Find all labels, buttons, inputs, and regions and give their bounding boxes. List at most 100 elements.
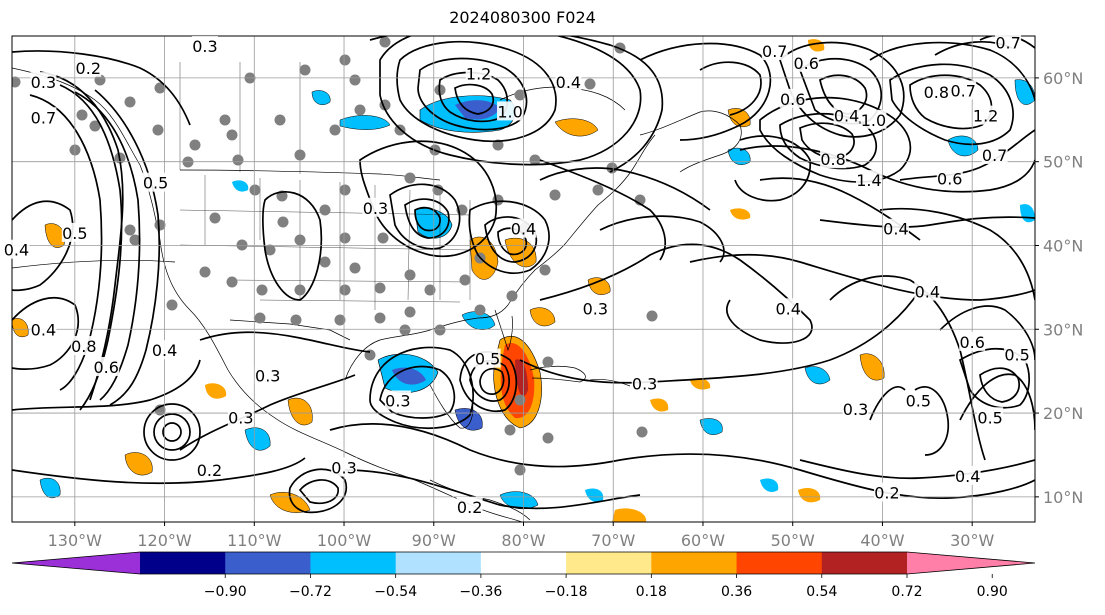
contour-label: 0.4 (30, 319, 57, 339)
contour-label-bg (842, 398, 869, 418)
contour-label-bg (555, 72, 582, 92)
colorbar-tick-label: −0.18 (545, 584, 588, 600)
longitude-tick-labels: 130°W 120°W 110°W 100°W 90°W 80°W 70°W 60°W 50°W… (48, 522, 994, 550)
contour-label: 0.5 (142, 172, 169, 193)
contour-label: 0.5 (1004, 344, 1031, 364)
map-title: 2024080300 F024 (449, 8, 596, 27)
contour-label-bg (977, 407, 1004, 427)
contour-label: 0.4 (914, 281, 941, 302)
contour-label-text: 1.4 (856, 171, 881, 190)
contour-label: 1.2 (465, 63, 492, 84)
contour-label-bg (456, 496, 483, 516)
contour-label-bg (923, 82, 950, 102)
contour-label-text: 0.3 (331, 459, 356, 478)
contour-label-text: 0.3 (363, 199, 388, 218)
contour-label: 0.3 (227, 407, 254, 427)
contour-label-text: 0.6 (793, 54, 818, 73)
contour-label-bg (474, 348, 501, 368)
orange-shading (12, 39, 885, 522)
contour-label-text: 0.6 (780, 90, 805, 109)
contour-label-text: 0.4 (883, 220, 908, 239)
contour-label-text: 0.7 (995, 34, 1020, 53)
contour-label: 0.6 (779, 88, 806, 109)
contour-label-bg (151, 340, 178, 360)
station-dots (12, 36, 658, 476)
colorbar-segment (225, 552, 311, 574)
colorbar-segment (736, 552, 823, 574)
colorbar-tick-label: −0.90 (204, 584, 247, 600)
contour-label-bg (582, 298, 609, 318)
contour-label-text: 0.5 (62, 224, 87, 243)
colorbar-tick-label: −0.54 (374, 584, 417, 600)
contour-label-text: 0.3 (255, 366, 280, 385)
contour-label-text: 0.3 (228, 408, 253, 427)
lon-tick-label: 30°W (950, 531, 994, 550)
contour-label-text: 0.5 (143, 174, 168, 193)
lon-tick-label: 120°W (137, 531, 192, 550)
colorbar-tick-label: 0.54 (806, 584, 837, 600)
lon-tick-label: 80°W (501, 531, 545, 550)
contour-label-bg (873, 482, 900, 502)
contour-label: 0.3 (30, 72, 57, 92)
coastlines (12, 67, 742, 522)
colorbar-segment (651, 552, 738, 574)
contour-label-text: 0.5 (906, 392, 931, 411)
contour-label: 0.5 (905, 390, 932, 411)
contour-label-bg (775, 298, 802, 318)
contour-label: 0.4 (151, 340, 178, 360)
contour-label-bg (936, 168, 963, 188)
colorbar-outline (11, 551, 1036, 575)
contour-label-text: 0.3 (583, 299, 608, 318)
colorbar-tick-label: −0.72 (289, 584, 332, 600)
contour-label-text: 1.2 (466, 65, 491, 84)
contour-label: 0.3 (254, 365, 281, 385)
contour-label: 0.5 (61, 222, 88, 243)
contour-label-bg (61, 222, 88, 242)
lon-tick-label: 100°W (317, 531, 372, 550)
colorbar-segment (310, 552, 397, 574)
contour-label-bg (93, 356, 120, 376)
contour-label-text: 0.6 (959, 333, 984, 352)
contour-label-bg (196, 460, 223, 480)
lon-tick-label: 40°W (860, 531, 904, 550)
colorbar-segment (140, 552, 226, 574)
contour-label: 0.4 (555, 72, 582, 92)
colorbar-tick-label: −0.36 (459, 584, 502, 600)
contour-label-text: 0.3 (192, 37, 217, 56)
contour-label-text: 0.7 (982, 146, 1007, 165)
contour-label-bg (820, 149, 847, 169)
contour-label-bg (914, 281, 941, 301)
contour-label-text: 0.5 (1004, 345, 1029, 364)
contour-label-bg (950, 80, 977, 100)
contour-label-text: 0.3 (31, 73, 56, 92)
contour-label: 0.4 (3, 239, 30, 260)
contour-label-text: 0.4 (955, 467, 980, 486)
contour-label-bg (631, 373, 658, 393)
contour-label: 0.7 (981, 144, 1008, 165)
contour-label: 0.3 (191, 36, 218, 56)
contour-label: 0.3 (582, 298, 609, 318)
colorbar-tick-label: 0.36 (721, 584, 752, 600)
lat-tick-label: 10°N (1043, 488, 1083, 507)
contour-label-bg (362, 197, 389, 217)
contour-label-text: 0.2 (457, 498, 482, 517)
contour-label-bg (882, 218, 909, 238)
colorbar-segment (480, 552, 567, 574)
contour-label: 0.4 (775, 298, 802, 318)
contour-label-bg (972, 105, 999, 125)
contour-label-bg (793, 52, 820, 72)
contour-label-text: 0.5 (475, 350, 500, 369)
contour-label-bg (465, 63, 492, 83)
contour-label-bg (70, 336, 97, 356)
lon-tick-label: 50°W (771, 531, 815, 550)
contour-label-text: 0.2 (76, 59, 101, 78)
latitude-tick-labels: 60°N 50°N 40°N 30°N 20°N 10°N (1035, 69, 1083, 507)
contour-label-text: 0.3 (843, 400, 868, 419)
contour-label: 0.4 (882, 218, 909, 239)
contour-label-bg (30, 319, 57, 339)
lon-tick-label: 60°W (681, 531, 725, 550)
lon-tick-label: 130°W (48, 531, 103, 550)
contour-label: 0.4 (510, 218, 537, 239)
contour-label: 0.8 (820, 149, 847, 169)
